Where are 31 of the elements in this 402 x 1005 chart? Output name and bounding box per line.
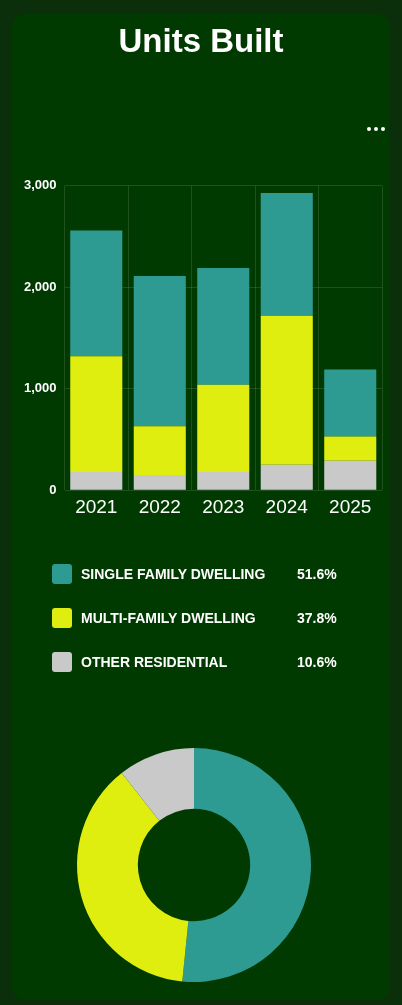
bar bbox=[324, 436, 377, 461]
legend-label: SINGLE FAMILY DWELLING bbox=[81, 566, 267, 582]
bar bbox=[197, 384, 250, 472]
bar bbox=[133, 426, 186, 475]
bar bbox=[197, 267, 250, 385]
legend-label: MULTI-FAMILY DWELLING bbox=[81, 610, 257, 626]
bar bbox=[324, 369, 377, 437]
bar bbox=[197, 471, 250, 490]
x-tick-label: 2025 bbox=[329, 495, 372, 517]
bar bbox=[133, 276, 186, 427]
chart-title: Units Built bbox=[117, 22, 285, 60]
bar bbox=[260, 192, 313, 316]
bar bbox=[70, 356, 123, 472]
x-tick-label: 2023 bbox=[202, 495, 245, 517]
bar bbox=[324, 460, 377, 490]
bar bbox=[70, 471, 123, 490]
y-tick-label: 2,000 bbox=[23, 278, 57, 294]
data-label: 10.6% bbox=[297, 654, 337, 670]
legend-label: OTHER RESIDENTIAL bbox=[81, 654, 229, 670]
bar bbox=[70, 230, 123, 357]
y-tick-label: 1,000 bbox=[23, 380, 57, 396]
x-tick-label: 2022 bbox=[138, 495, 181, 517]
bar bbox=[260, 464, 313, 490]
bar bbox=[260, 315, 313, 465]
data-label: 51.6% bbox=[297, 566, 337, 582]
bar bbox=[133, 474, 186, 490]
y-tick-label: 3,000 bbox=[23, 177, 57, 193]
x-tick-label: 2024 bbox=[265, 495, 309, 517]
x-tick-label: 2021 bbox=[75, 495, 118, 517]
y-tick-label: 0 bbox=[49, 481, 57, 497]
data-label: 37.8% bbox=[297, 610, 337, 626]
